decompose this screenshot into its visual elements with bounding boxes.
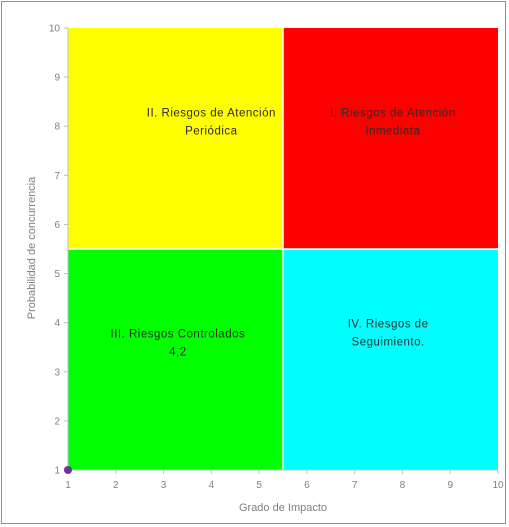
y-tick-label-1: 1	[54, 466, 60, 477]
quadrant-label-q3-line-2: 4,2	[169, 346, 187, 358]
quadrant-label-q4-line-2: Seguimiento.	[352, 337, 425, 349]
x-tick-label-6: 6	[304, 480, 310, 491]
y-axis-title: Probabilidad de concurrencia	[26, 176, 38, 319]
x-tick-label-7: 7	[352, 480, 358, 491]
quadrant-q2	[68, 28, 283, 249]
y-tick-label-10: 10	[49, 24, 61, 35]
y-tick-label-7: 7	[54, 171, 60, 182]
y-tick-label-4: 4	[54, 318, 60, 329]
y-tick-label-6: 6	[54, 220, 60, 231]
data-point-1	[64, 466, 72, 474]
quadrant-q1	[283, 28, 498, 249]
y-tick-label-9: 9	[54, 73, 60, 84]
quadrant-label-q2-line-1: II. Riesgos de Atención	[147, 107, 276, 119]
x-axis-title: Grado de Impacto	[239, 502, 327, 514]
y-tick-label-2: 2	[54, 416, 60, 427]
quadrant-label-q3-line-1: III. Riesgos Controlados	[111, 328, 246, 340]
x-tick-label-5: 5	[256, 480, 262, 491]
x-tick-label-1: 1	[65, 480, 71, 491]
quadrant-label-q2-line-2: Periódica	[185, 125, 238, 137]
quadrant-q3	[68, 249, 283, 470]
quadrant-label-q1-line-2: Inmediata	[365, 125, 420, 137]
quadrant-q4	[283, 249, 498, 470]
x-tick-label-4: 4	[209, 480, 215, 491]
x-tick-label-9: 9	[447, 480, 453, 491]
y-tick-label-5: 5	[54, 269, 60, 280]
x-tick-label-8: 8	[400, 480, 406, 491]
quadrant-label-q1-line-1: I. Riesgos de Atención	[330, 107, 455, 119]
x-tick-label-10: 10	[492, 480, 504, 491]
x-tick-label-3: 3	[161, 480, 167, 491]
y-tick-label-3: 3	[54, 367, 60, 378]
y-tick-label-8: 8	[54, 122, 60, 133]
x-tick-label-2: 2	[113, 480, 119, 491]
quadrant-label-q4-line-1: IV. Riesgos de	[348, 319, 429, 331]
